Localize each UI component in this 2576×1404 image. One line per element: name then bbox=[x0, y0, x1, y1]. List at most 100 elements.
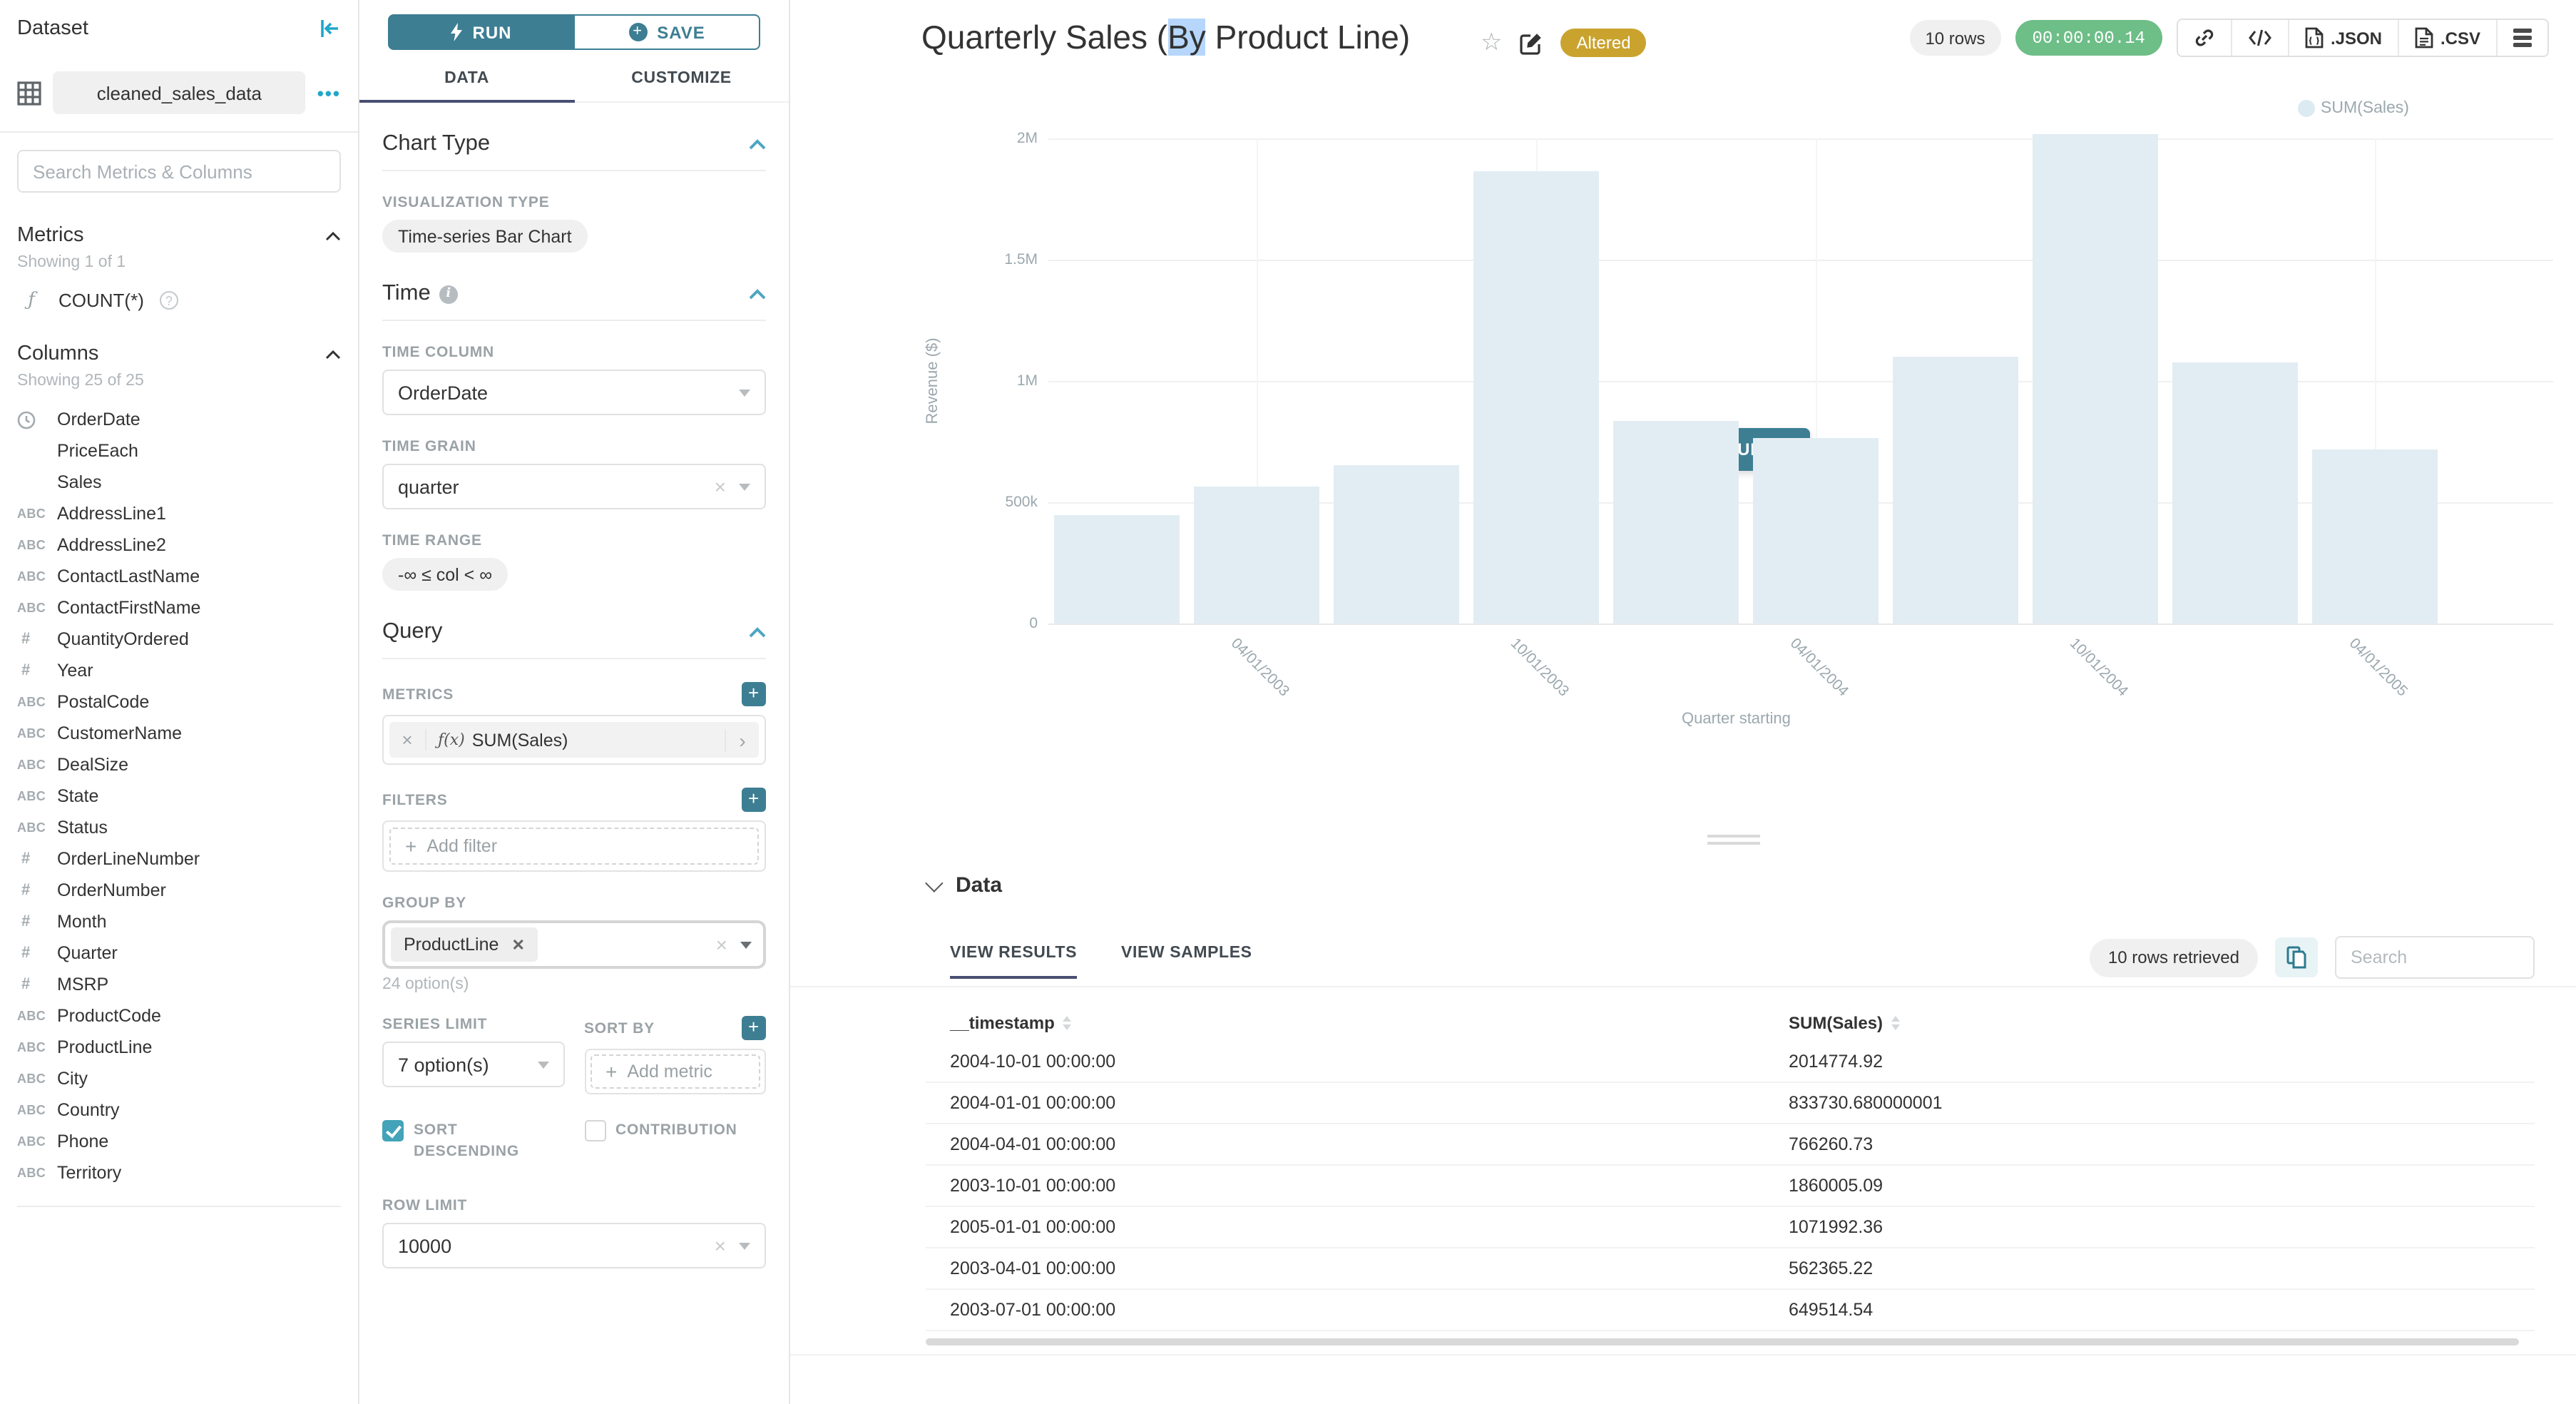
add-sort-metric-dropzone[interactable]: + Add metric bbox=[590, 1054, 760, 1089]
group-by-chip[interactable]: ProductLine ✕ bbox=[391, 927, 538, 962]
add-metric-button[interactable]: + bbox=[742, 682, 766, 706]
column-list-item[interactable]: # OrderLineNumber bbox=[17, 843, 341, 875]
column-list-item[interactable]: ABC City bbox=[17, 1063, 341, 1094]
bar-2005-04-01[interactable] bbox=[2311, 449, 2438, 624]
column-list-item[interactable]: ABC Phone bbox=[17, 1126, 341, 1157]
column-list-item[interactable]: ABC State bbox=[17, 780, 341, 812]
table-row[interactable]: 2003-10-01 00:00:00 1860005.09 bbox=[926, 1166, 2535, 1207]
search-input[interactable] bbox=[17, 150, 341, 193]
bar-2004-07-01[interactable] bbox=[1892, 356, 2018, 624]
sort-icon[interactable] bbox=[1063, 1016, 1072, 1030]
bar-2004-10-01[interactable] bbox=[2032, 133, 2158, 624]
chevron-up-icon[interactable] bbox=[749, 288, 766, 300]
chevron-up-icon[interactable] bbox=[749, 138, 766, 150]
metric-item[interactable]: ƒ COUNT(*) ? bbox=[17, 290, 341, 311]
export-json-button[interactable]: .JSON bbox=[2289, 20, 2399, 56]
table-row[interactable]: 2004-04-01 00:00:00 766260.73 bbox=[926, 1124, 2535, 1166]
clear-icon[interactable]: × bbox=[714, 1234, 726, 1257]
column-list-item[interactable]: # OrderNumber bbox=[17, 875, 341, 906]
bar-2003-04-01[interactable] bbox=[1193, 487, 1319, 624]
resize-drag-handle[interactable] bbox=[1707, 835, 1760, 849]
favorite-star-icon[interactable]: ☆ bbox=[1481, 29, 1503, 56]
contribution-checkbox[interactable] bbox=[584, 1120, 605, 1141]
add-sort-metric-button[interactable]: + bbox=[742, 1016, 766, 1040]
run-button[interactable]: RUN bbox=[388, 14, 575, 50]
table-row[interactable]: 2005-01-01 00:00:00 1071992.36 bbox=[926, 1207, 2535, 1248]
column-list-item[interactable]: ABC CustomerName bbox=[17, 718, 341, 749]
metric-chip[interactable]: × ƒ(x) SUM(Sales) › bbox=[389, 722, 759, 758]
column-list-item[interactable]: # Month bbox=[17, 906, 341, 937]
column-list-item[interactable]: # MSRP bbox=[17, 969, 341, 1000]
sort-icon[interactable] bbox=[1891, 1016, 1901, 1030]
row-limit-select[interactable]: 10000 × bbox=[382, 1223, 766, 1268]
column-list-item[interactable]: # QuantityOrdered bbox=[17, 624, 341, 655]
column-header-sum-sales[interactable]: SUM(Sales) bbox=[1789, 1013, 1884, 1033]
edit-icon[interactable] bbox=[1520, 31, 1544, 55]
bar-2003-01-01[interactable] bbox=[1053, 515, 1180, 624]
column-list-item[interactable]: ABC ProductLine bbox=[17, 1032, 341, 1063]
series-limit-select[interactable]: 7 option(s) bbox=[382, 1042, 564, 1087]
collapse-panel-icon[interactable] bbox=[320, 19, 341, 39]
bar-2005-01-01[interactable] bbox=[2172, 362, 2298, 624]
time-range-pill[interactable]: -∞ ≤ col < ∞ bbox=[382, 558, 508, 591]
column-list-item[interactable]: ABC AddressLine1 bbox=[17, 498, 341, 529]
clear-icon[interactable]: × bbox=[715, 933, 727, 956]
table-row[interactable]: 2004-10-01 00:00:00 2014774.92 bbox=[926, 1042, 2535, 1083]
bar-2004-04-01[interactable] bbox=[1752, 437, 1879, 624]
tab-customize[interactable]: CUSTOMIZE bbox=[631, 70, 732, 87]
column-list-item[interactable]: ABC Territory bbox=[17, 1157, 341, 1189]
tab-view-samples[interactable]: VIEW SAMPLES bbox=[1121, 945, 1252, 962]
embed-code-button[interactable] bbox=[2232, 20, 2289, 56]
column-list-item[interactable]: # Year bbox=[17, 655, 341, 686]
chart-legend[interactable]: SUM(Sales) bbox=[2298, 100, 2409, 117]
chevron-up-icon[interactable] bbox=[749, 626, 766, 638]
save-button[interactable]: + SAVE bbox=[575, 14, 760, 50]
viz-type-pill[interactable]: Time-series Bar Chart bbox=[382, 220, 588, 253]
add-filter-button[interactable]: + bbox=[742, 788, 766, 812]
data-section-header[interactable]: Data bbox=[925, 873, 1002, 897]
bar-2003-07-01[interactable] bbox=[1333, 465, 1459, 624]
expand-metric-icon[interactable]: › bbox=[725, 728, 759, 751]
export-csv-button[interactable]: .CSV bbox=[2398, 20, 2498, 56]
dataset-more-icon[interactable]: ••• bbox=[317, 82, 341, 103]
column-list-item[interactable]: ABC ContactFirstName bbox=[17, 592, 341, 624]
page-title[interactable]: Quarterly Sales (By Product Line) bbox=[921, 19, 1411, 56]
table-row[interactable]: 2004-01-01 00:00:00 833730.680000001 bbox=[926, 1083, 2535, 1124]
table-row[interactable]: 2003-07-01 00:00:00 649514.54 bbox=[926, 1290, 2535, 1331]
clear-icon[interactable]: × bbox=[714, 475, 726, 498]
time-grain-select[interactable]: quarter × bbox=[382, 464, 766, 509]
help-icon[interactable]: ? bbox=[159, 291, 178, 310]
column-list-item[interactable]: ABC AddressLine2 bbox=[17, 529, 341, 561]
time-column-select[interactable]: OrderDate bbox=[382, 370, 766, 415]
column-list-item[interactable]: ABC DealSize bbox=[17, 749, 341, 780]
column-list-item[interactable]: ABC ProductCode bbox=[17, 1000, 341, 1032]
bar-2003-10-01[interactable] bbox=[1473, 171, 1599, 624]
copy-button[interactable] bbox=[2275, 937, 2318, 977]
bar-2004-01-01[interactable] bbox=[1612, 421, 1739, 624]
chevron-up-icon[interactable] bbox=[325, 349, 341, 359]
remove-chip-icon[interactable]: ✕ bbox=[511, 937, 525, 954]
column-list-item[interactable]: ABC ContactLastName bbox=[17, 561, 341, 592]
table-search-input[interactable] bbox=[2335, 936, 2535, 979]
add-filter-dropzone[interactable]: + Add filter bbox=[389, 828, 759, 865]
chart-menu-button[interactable] bbox=[2498, 20, 2547, 56]
share-link-button[interactable] bbox=[2177, 20, 2232, 56]
column-header-timestamp[interactable]: __timestamp bbox=[950, 1013, 1055, 1033]
dataset-name[interactable]: cleaned_sales_data bbox=[53, 71, 306, 114]
column-list-item[interactable]: # Quarter bbox=[17, 937, 341, 969]
horizontal-scrollbar[interactable] bbox=[926, 1338, 2519, 1346]
column-list-item[interactable]: ABC PostalCode bbox=[17, 686, 341, 718]
tab-data[interactable]: DATA bbox=[359, 70, 574, 103]
table-row[interactable]: 2003-04-01 00:00:00 562365.22 bbox=[926, 1248, 2535, 1290]
sort-descending-checkbox[interactable] bbox=[382, 1120, 404, 1141]
chevron-up-icon[interactable] bbox=[325, 230, 341, 240]
column-list-item[interactable]: ABC Country bbox=[17, 1094, 341, 1126]
column-list-item[interactable]: Sales bbox=[17, 467, 341, 498]
group-by-select[interactable]: ProductLine ✕ × bbox=[382, 920, 766, 969]
altered-badge[interactable]: Altered bbox=[1560, 29, 1647, 57]
remove-metric-icon[interactable]: × bbox=[389, 729, 426, 751]
tab-view-results[interactable]: VIEW RESULTS bbox=[950, 945, 1078, 979]
column-list-item[interactable]: OrderDate bbox=[17, 404, 341, 435]
column-list-item[interactable]: PriceEach bbox=[17, 435, 341, 467]
column-list-item[interactable]: ABC Status bbox=[17, 812, 341, 843]
